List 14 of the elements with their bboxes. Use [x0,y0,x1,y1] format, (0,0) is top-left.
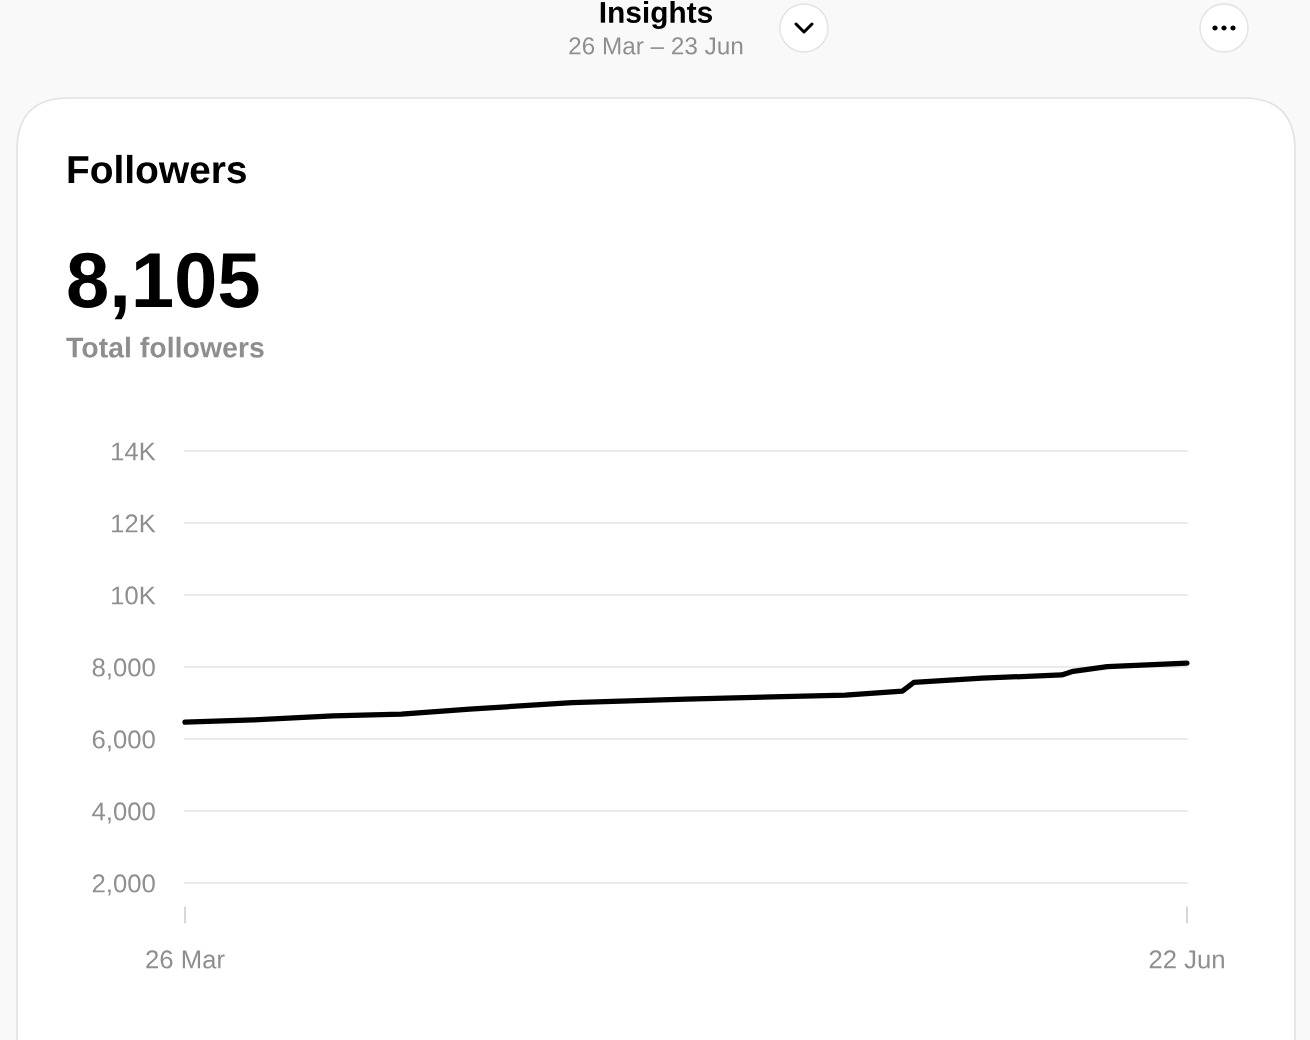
chart-title: Insights [600,1,713,29]
x-tick-label: 22 Jun [1149,950,1224,969]
y-tick-label: 14K [112,442,156,461]
y-tick-label: 4,000 [92,802,155,824]
chart-subtitle: 26 Mar – 23 Jun [569,37,743,55]
text: 8,105 [68,252,259,320]
y-tick-label: 10K [112,586,156,605]
y-tick-label: 2,000 [92,874,155,896]
text: Followers [68,154,246,184]
y-tick-label: 8,000 [92,658,155,680]
y-tick-label: 6,000 [92,730,155,752]
y-tick-label: 12K [112,514,156,533]
x-tick-label: 26 Mar [146,950,225,969]
text: Total followers [66,336,264,358]
